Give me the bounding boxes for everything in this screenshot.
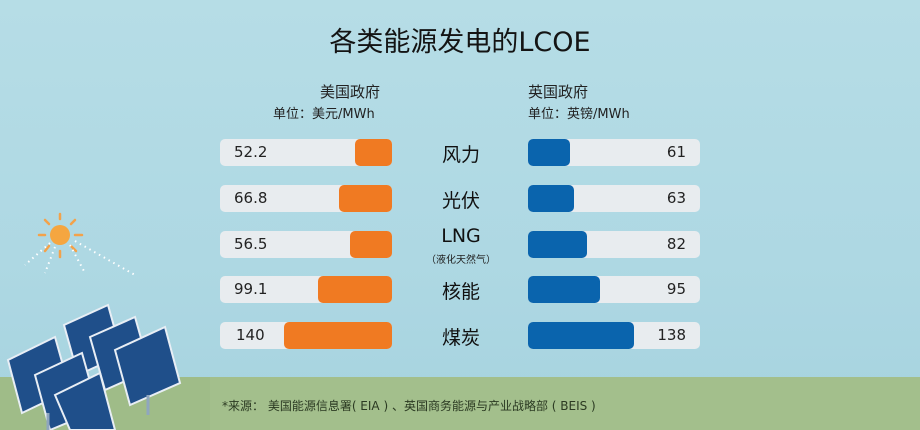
solar-panel-illustration — [0, 212, 210, 430]
us-bar-track: 140 — [220, 322, 392, 349]
us-bar — [350, 231, 392, 258]
uk-bar — [528, 276, 600, 303]
uk-bar-track: 61 — [528, 139, 700, 166]
uk-value: 138 — [657, 326, 686, 344]
uk-unit-label: 单位：英镑/MWh — [528, 107, 630, 122]
category-label: 煤炭 — [441, 327, 480, 349]
uk-bar-track: 82 — [528, 231, 700, 258]
category-label: LNG — [441, 225, 481, 247]
uk-value: 61 — [666, 143, 686, 161]
category-label: 光伏 — [441, 190, 480, 212]
us-bar — [284, 322, 392, 349]
uk-bar-track: 95 — [528, 276, 700, 303]
us-value: 66.8 — [234, 189, 268, 207]
uk-value: 82 — [666, 235, 686, 253]
uk-column-header: 英国政府 — [528, 83, 589, 101]
us-bar — [355, 139, 392, 166]
us-bar — [339, 185, 392, 212]
us-column-header: 美国政府 — [320, 83, 381, 101]
uk-bar — [528, 139, 570, 166]
category-label: 风力 — [441, 144, 480, 166]
solar-panels — [0, 303, 210, 430]
us-value: 99.1 — [234, 280, 268, 298]
uk-bar — [528, 185, 574, 212]
category-label: 核能 — [441, 281, 480, 303]
uk-bar — [528, 322, 634, 349]
us-bar-track: 52.2 — [220, 139, 392, 166]
us-bar-track: 56.5 — [220, 231, 392, 258]
us-value: 56.5 — [234, 235, 268, 253]
us-unit-label: 单位：美元/MWh — [273, 107, 375, 122]
us-bar-track: 99.1 — [220, 276, 392, 303]
uk-bar-track: 63 — [528, 185, 700, 212]
source-note: *来源： 美国能源信息署( EIA ) 、英国商务能源与产业战略部 ( BEIS… — [222, 399, 596, 413]
us-bar — [318, 276, 392, 303]
uk-bar-track: 138 — [528, 322, 700, 349]
uk-bar — [528, 231, 587, 258]
us-value: 140 — [236, 326, 265, 344]
sun-icon — [24, 212, 136, 276]
us-bar-track: 66.8 — [220, 185, 392, 212]
uk-value: 63 — [666, 189, 686, 207]
us-value: 52.2 — [234, 143, 268, 161]
chart-title: 各类能源发电的LCOE — [329, 27, 591, 58]
uk-value: 95 — [666, 280, 686, 298]
category-sublabel: （液化天然气） — [426, 255, 496, 266]
